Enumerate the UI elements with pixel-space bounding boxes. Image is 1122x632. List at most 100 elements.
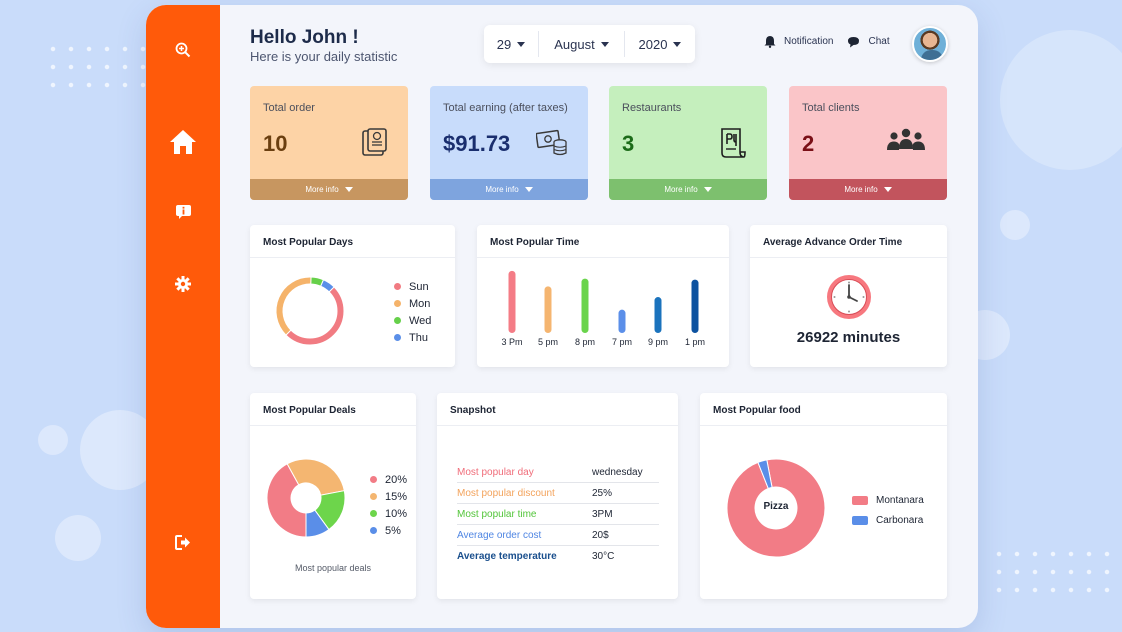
money-coins-icon: [535, 128, 568, 161]
legend-swatch: [852, 515, 868, 525]
legend-item: 5%: [370, 522, 407, 539]
menu-document-icon: [719, 128, 747, 163]
bar-tick-label: 1 pm: [684, 337, 705, 347]
more-info-label: More info: [664, 185, 698, 194]
notification-label: Notification: [784, 36, 834, 47]
snapshot-row: Most popular discount 25%: [457, 483, 659, 504]
people-group-icon: [885, 128, 927, 157]
panel-title: Most Popular Deals: [263, 405, 356, 416]
chevron-down-icon: [703, 187, 712, 192]
more-info-button[interactable]: More info: [250, 179, 408, 200]
zoom-in-icon[interactable]: [146, 39, 220, 61]
bar-tick-label: 5 pm: [537, 337, 558, 347]
chevron-down-icon: [883, 187, 892, 192]
panel-average-order-time: Average Advance Order Time 26922 minutes: [750, 225, 947, 367]
chevron-down-icon: [344, 187, 353, 192]
snapshot-row: Most popular day wednesday: [457, 462, 659, 483]
pie-slice-carbonara: [757, 459, 773, 490]
bar: [508, 270, 516, 333]
pie-slice-montanara: [726, 458, 826, 558]
snapshot-value: 20$: [592, 529, 609, 541]
chat-button[interactable]: Chat: [847, 36, 890, 48]
legend-swatch: [370, 493, 377, 500]
divider: [750, 257, 947, 258]
bar-tick-label: 3 Pm: [501, 337, 523, 347]
snapshot-value: wednesday: [592, 466, 643, 478]
pie-slice-20: [266, 463, 307, 538]
divider: [437, 425, 678, 426]
background-circle: [55, 515, 101, 561]
chevron-down-icon: [673, 41, 682, 47]
pie-slice-15: [286, 458, 345, 496]
legend-label: 10%: [385, 507, 408, 520]
year-select[interactable]: 2020: [624, 31, 695, 57]
average-order-time-value: 26922 minutes: [796, 329, 901, 346]
pie-slice-mon: [275, 276, 312, 336]
logout-icon[interactable]: [146, 533, 220, 551]
popular-days-legend: Sun Mon Wed Thu: [394, 278, 431, 346]
legend-label: Wed: [409, 314, 432, 327]
background-dot-grid: [990, 545, 1110, 605]
divider: [250, 257, 455, 258]
background-dot-grid: [44, 40, 164, 100]
day-value: 29: [496, 36, 512, 52]
legend-item: Wed: [394, 312, 431, 329]
stat-card-total-earning: Total earning (after taxes) $91.73 More …: [430, 86, 588, 200]
notification-button[interactable]: Notification: [764, 35, 833, 48]
legend-swatch: [394, 317, 401, 324]
panel-snapshot: Snapshot Most popular day wednesday Most …: [437, 393, 678, 599]
legend-swatch: [394, 334, 401, 341]
snapshot-value: 3PM: [592, 508, 613, 520]
bar: [618, 309, 626, 333]
home-icon[interactable]: [146, 127, 220, 157]
bell-icon: [764, 36, 776, 48]
date-picker: 29 August 2020: [484, 25, 695, 63]
divider: [700, 425, 947, 426]
chevron-down-icon: [517, 41, 526, 47]
bar: [581, 278, 589, 333]
legend-item: Sun: [394, 278, 431, 295]
settings-icon[interactable]: [146, 275, 220, 293]
panel-title: Snapshot: [450, 405, 496, 416]
panel-popular-days: Most Popular Days Sun Mon Wed Thu: [250, 225, 455, 367]
legend-label: Thu: [409, 331, 428, 344]
bar-tick-label: 9 pm: [647, 337, 668, 347]
snapshot-value: 25%: [592, 487, 613, 499]
background-circle: [1000, 30, 1122, 170]
more-info-button[interactable]: More info: [430, 179, 588, 200]
month-select[interactable]: August: [538, 31, 624, 57]
stat-label: Total clients: [802, 102, 860, 114]
popular-time-bar-chart: [508, 270, 699, 333]
stat-value: 2: [802, 131, 815, 156]
popular-food-legend: Montanara Carbonara: [852, 490, 924, 530]
background-circle: [1000, 210, 1030, 240]
stat-card-total-order: Total order 10 More info: [250, 86, 408, 200]
legend-item: 15%: [370, 488, 407, 505]
stat-card-restaurants: Restaurants 3 More info: [609, 86, 767, 200]
avatar[interactable]: [912, 26, 948, 62]
popular-deals-legend: 20% 15% 10% 5%: [370, 471, 407, 539]
legend-label: 5%: [385, 524, 401, 537]
day-select[interactable]: 29: [484, 31, 538, 57]
bar: [544, 286, 552, 333]
more-info-label: More info: [485, 185, 519, 194]
panel-title: Most Popular Days: [263, 237, 354, 248]
info-icon[interactable]: [146, 204, 220, 220]
legend-swatch: [370, 510, 377, 517]
more-info-button[interactable]: More info: [609, 179, 767, 200]
chat-bubble-icon: [848, 36, 860, 47]
more-info-button[interactable]: More info: [789, 179, 947, 200]
snapshot-key: Most popular discount: [457, 487, 555, 499]
month-value: August: [554, 36, 595, 52]
legend-item: Carbonara: [852, 510, 924, 530]
panel-popular-time: Most Popular Time 3 Pm 5 pm 8 pm 7 pm 9 pm 1 …: [477, 225, 729, 367]
legend-swatch: [370, 527, 377, 534]
panel-popular-food: Most Popular food Pizza Montanara Carbon…: [700, 393, 947, 599]
dashboard-window: Hello John ! Here is your daily statisti…: [146, 5, 978, 628]
panel-title: Most Popular Time: [490, 237, 580, 248]
more-info-label: More info: [305, 185, 339, 194]
snapshot-row: Average temperature 30°C: [457, 546, 659, 567]
divider: [250, 425, 416, 426]
legend-label: Montanara: [876, 494, 924, 506]
snapshot-key: Most popular time: [457, 508, 537, 520]
